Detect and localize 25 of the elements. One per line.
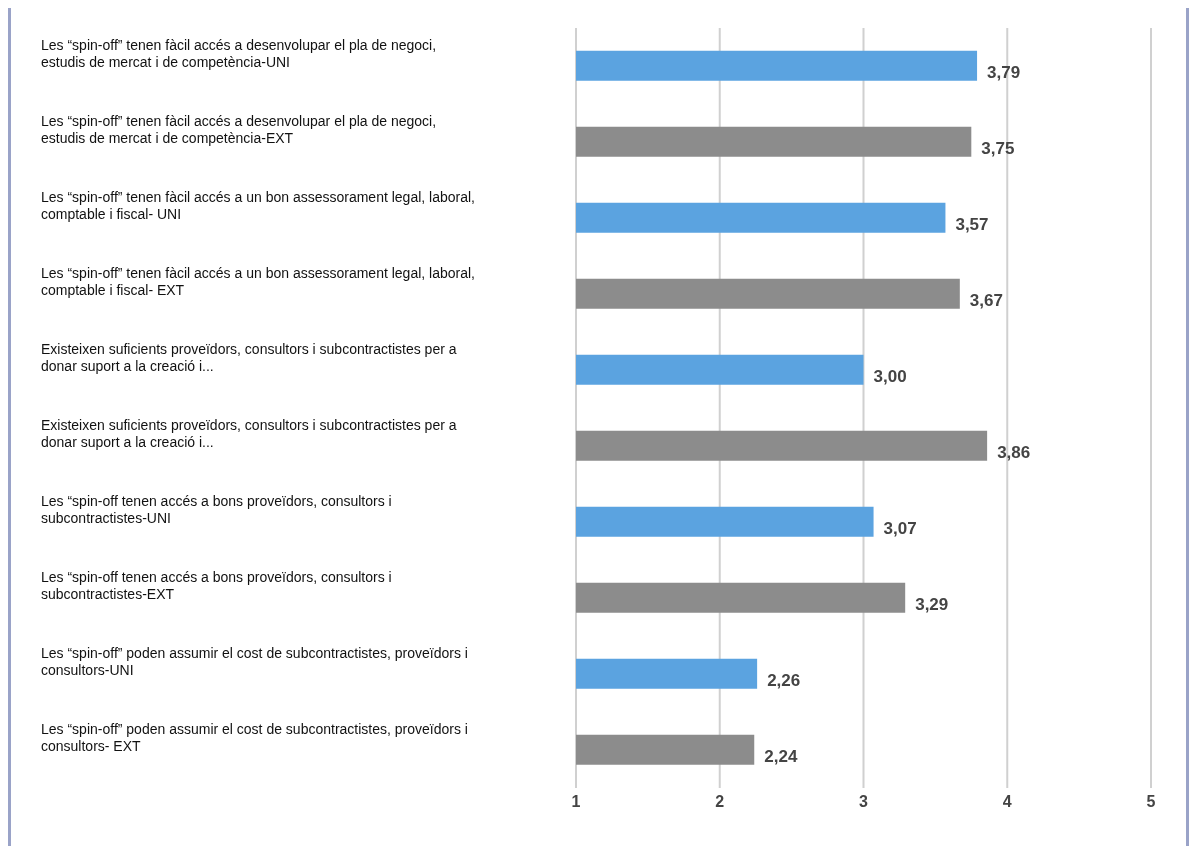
y-tick-label: Existeixen suficients proveïdors, consultors i subcontractistes per a donar suport a la creació i... bbox=[41, 416, 457, 450]
y-tick-label: Existeixen suficients proveïdors, consultors i subcontractistes per a donar suport a la creació i... bbox=[41, 340, 457, 374]
data-label: 3,86 bbox=[997, 442, 1031, 462]
x-tick-label: 1 bbox=[571, 793, 581, 811]
data-label: 3,67 bbox=[969, 290, 1003, 310]
y-tick-label: Les “spin-off” tenen fàcil accés a un bon assessorament legal, laboral, comptable i fiscal- EXT bbox=[41, 264, 475, 298]
x-tick-label: 2 bbox=[715, 793, 725, 811]
x-tick-label: 4 bbox=[1002, 793, 1012, 811]
y-tick-label: Les “spin-off” poden assumir el cost de subcontractistes, proveïdors i consultors-UNI bbox=[41, 644, 468, 678]
y-tick-label: Les “spin-off” tenen fàcil accés a desenvolupar el pla de negoci, estudis de mercat i de competència-EXT bbox=[41, 112, 437, 146]
y-tick-label: Les “spin-off tenen accés a bons proveïdors, consultors i subcontractistes-UNI bbox=[41, 492, 392, 526]
data-label: 3,00 bbox=[873, 366, 907, 386]
data-label: 2,26 bbox=[767, 670, 801, 690]
y-tick-label: Les “spin-off” poden assumir el cost de subcontractistes, proveïdors i consultors- EXT bbox=[41, 720, 468, 754]
data-label: 3,57 bbox=[955, 214, 989, 234]
x-tick-label: 3 bbox=[859, 793, 869, 811]
data-label: 2,24 bbox=[764, 746, 798, 766]
x-tick-label: 5 bbox=[1146, 793, 1156, 811]
data-label: 3,79 bbox=[987, 62, 1021, 82]
y-tick-label: Les “spin-off tenen accés a bons proveïdors, consultors i subcontractistes-EXT bbox=[41, 568, 392, 602]
data-label: 3,29 bbox=[915, 594, 949, 614]
data-label: 3,07 bbox=[883, 518, 917, 538]
y-tick-label: Les “spin-off” tenen fàcil accés a un bon assessorament legal, laboral, comptable i fiscal- UNI bbox=[41, 188, 475, 222]
y-tick-label: Les “spin-off” tenen fàcil accés a desenvolupar el pla de negoci, estudis de mercat i de competència-UNI bbox=[41, 36, 437, 70]
data-label: 3,75 bbox=[981, 138, 1015, 158]
